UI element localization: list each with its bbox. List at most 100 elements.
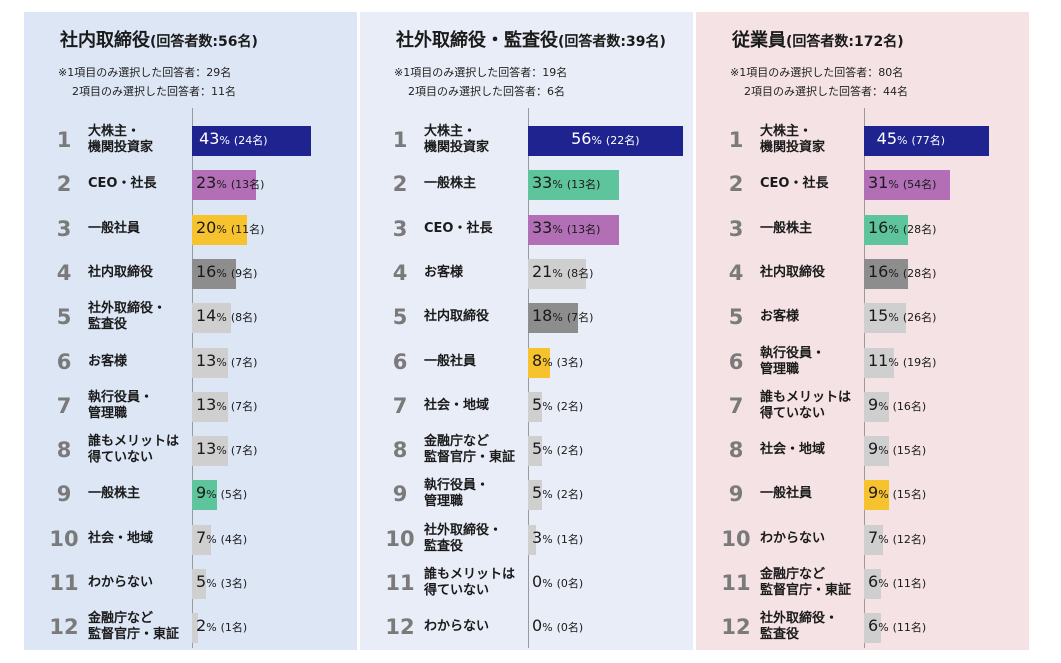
percent-sign: % bbox=[552, 266, 563, 280]
percent-sign: % bbox=[591, 134, 602, 147]
category-label-line: 執行役員・ bbox=[760, 345, 826, 361]
bar bbox=[864, 524, 884, 555]
percent-sign: % bbox=[206, 621, 217, 635]
value-label: 56% (22名) bbox=[571, 129, 639, 148]
percent-sign: % bbox=[542, 532, 553, 546]
bar bbox=[528, 391, 542, 422]
bar-row: 1 大株主・ 機関投資家 45% (77名) bbox=[696, 118, 1029, 162]
count-label: (2名) bbox=[556, 444, 584, 458]
bar bbox=[528, 347, 551, 378]
percent-sign: % bbox=[552, 222, 563, 236]
bar bbox=[192, 391, 228, 422]
bar bbox=[192, 347, 228, 378]
category-label: 執行役員・ 管理職 bbox=[760, 340, 870, 384]
value-label: 7% (12名) bbox=[868, 528, 926, 547]
count-label: (77名) bbox=[911, 134, 946, 147]
category-label: CEO・社長 bbox=[424, 207, 534, 251]
bar-row: 1 大株主・ 機関投資家 56% (22名) bbox=[360, 118, 693, 162]
bar-row: 8 社会・地域 9% (15名) bbox=[696, 428, 1029, 472]
note-double: 2項目のみ選択した回答者：6名 bbox=[408, 85, 565, 98]
bar bbox=[192, 480, 217, 511]
category-label-line: 監査役 bbox=[88, 317, 128, 333]
value-number: 5 bbox=[532, 439, 543, 459]
value-number: 5 bbox=[532, 483, 543, 503]
value-label: 13% (7名) bbox=[196, 395, 257, 414]
category-label-line: 一般株主 bbox=[88, 486, 141, 502]
bar bbox=[528, 214, 620, 245]
bar-row: 2 CEO・社長 31% (54名) bbox=[696, 162, 1029, 206]
bar-row: 6 執行役員・ 管理職 11% (19名) bbox=[696, 340, 1029, 384]
value-label: 2% (1名) bbox=[196, 616, 247, 635]
note-single: ※1項目のみ選択した回答者：80名 bbox=[730, 66, 904, 79]
value-number: 2 bbox=[196, 616, 207, 636]
value-number: 11 bbox=[868, 350, 889, 370]
count-label: (2名) bbox=[556, 488, 584, 502]
category-label-line: 機関投資家 bbox=[88, 140, 154, 155]
value-label: 14% (8名) bbox=[196, 306, 257, 325]
bar-row: 12 わからない 0% (0名) bbox=[360, 605, 693, 649]
category-label: 一般社員 bbox=[760, 472, 870, 516]
category-label: CEO・社長 bbox=[88, 162, 198, 206]
category-label-line: CEO・社長 bbox=[424, 220, 493, 236]
value-label: 0% (0名) bbox=[532, 572, 583, 591]
value-label: 16% (28名) bbox=[868, 262, 936, 281]
bar-row: 2 CEO・社長 23% (13名) bbox=[24, 162, 357, 206]
rank-number: 10 bbox=[385, 526, 415, 551]
category-label-line: CEO・社長 bbox=[760, 176, 829, 192]
category-label-line: 誰もメリットは bbox=[88, 434, 180, 450]
percent-sign: % bbox=[216, 311, 227, 325]
value-number: 14 bbox=[196, 306, 217, 326]
count-label: (8名) bbox=[230, 311, 258, 325]
value-number: 13 bbox=[196, 439, 217, 459]
category-label: 社内取締役 bbox=[424, 295, 534, 339]
rank-number: 7 bbox=[56, 393, 72, 418]
value-number: 45 bbox=[876, 129, 897, 148]
percent-sign: % bbox=[216, 399, 227, 413]
note-single: ※1項目のみ選択した回答者：29名 bbox=[58, 66, 232, 79]
rank-number: 4 bbox=[392, 260, 408, 285]
category-label: 金融庁など 監督官庁・東証 bbox=[424, 428, 534, 472]
count-label: (22名) bbox=[605, 134, 640, 147]
panel-internal-directors: 社内取締役(回答者数:56名) ※1項目のみ選択した回答者：29名 2項目のみ選… bbox=[24, 12, 357, 650]
value-number: 23 bbox=[196, 173, 217, 193]
percent-sign: % bbox=[552, 311, 563, 325]
bar bbox=[528, 480, 542, 511]
category-label-line: 社外取締役・ bbox=[760, 611, 839, 627]
value-number: 7 bbox=[868, 527, 879, 547]
category-label: 社会・地域 bbox=[424, 384, 534, 428]
category-label: 一般社員 bbox=[424, 340, 534, 384]
value-label: 33% (13名) bbox=[532, 173, 600, 192]
category-label: 誰もメリットは 得ていない bbox=[88, 428, 198, 472]
category-label: わからない bbox=[424, 605, 534, 649]
value-label: 33% (13名) bbox=[532, 218, 600, 237]
category-label-line: 金融庁など bbox=[424, 434, 490, 450]
value-number: 6 bbox=[868, 572, 879, 591]
rank-number: 7 bbox=[392, 393, 408, 418]
rank-number: 11 bbox=[49, 571, 79, 595]
category-label: 一般株主 bbox=[760, 207, 870, 251]
bar-row: 8 誰もメリットは 得ていない 13% (7名) bbox=[24, 428, 357, 472]
rank-number: 6 bbox=[56, 349, 72, 374]
bar bbox=[864, 347, 895, 378]
bar-row: 2 一般株主 33% (13名) bbox=[360, 162, 693, 206]
value-label: 9% (15名) bbox=[868, 439, 926, 458]
count-label: (3名) bbox=[220, 577, 248, 590]
value-number: 18 bbox=[532, 306, 553, 326]
percent-sign: % bbox=[216, 355, 227, 369]
percent-sign: % bbox=[542, 621, 553, 635]
value-label: 5% (3名) bbox=[196, 572, 247, 591]
value-label: 18% (7名) bbox=[532, 306, 593, 325]
value-label: 21% (8名) bbox=[532, 262, 593, 281]
count-label: (13名) bbox=[566, 178, 601, 192]
bar-row: 5 お客様 15% (26名) bbox=[696, 295, 1029, 339]
count-label: (1名) bbox=[556, 532, 584, 546]
value-number: 21 bbox=[532, 261, 553, 281]
category-label: 社内取締役 bbox=[760, 251, 870, 295]
category-label: 大株主・ 機関投資家 bbox=[424, 118, 534, 162]
value-number: 5 bbox=[532, 394, 543, 414]
count-label: (15名) bbox=[892, 444, 927, 458]
value-label: 6% (11名) bbox=[868, 572, 926, 591]
percent-sign: % bbox=[216, 222, 227, 236]
value-number: 9 bbox=[196, 483, 207, 503]
rank-number: 1 bbox=[728, 128, 744, 152]
